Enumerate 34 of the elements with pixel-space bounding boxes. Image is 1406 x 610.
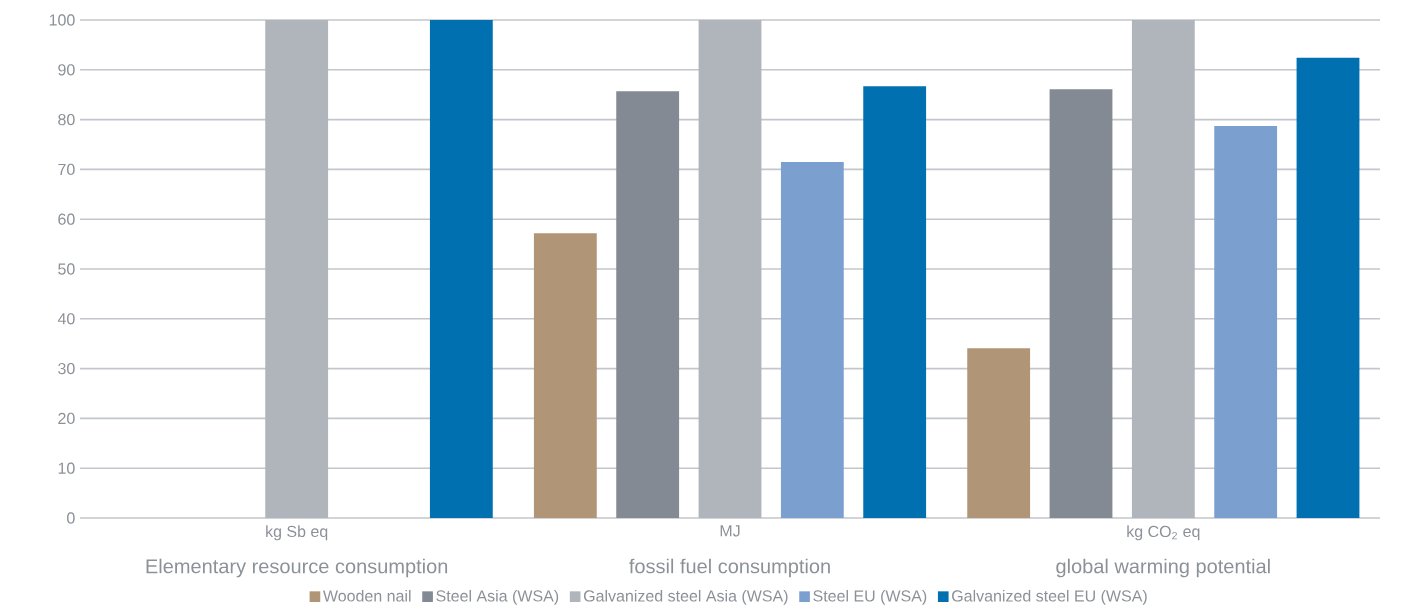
bar [780, 161, 844, 518]
y-tick-label: 30 [58, 362, 75, 375]
y-tick-label: 20 [58, 412, 75, 425]
y-tick-label: 80 [58, 113, 75, 126]
legend-label: Galvanized steel Asia (WSA) [583, 589, 788, 605]
x-tick-label: kg Sb eq [266, 525, 328, 541]
bar [967, 348, 1031, 518]
bar [429, 19, 493, 518]
legend-label: Steel Asia (WSA) [436, 589, 559, 605]
bar [533, 233, 597, 518]
bar [1049, 89, 1113, 518]
text: global warming potential [1056, 558, 1270, 578]
text: Elementary resource consumption [146, 558, 448, 578]
legend-label: Galvanized steel EU (WSA) [952, 589, 1147, 605]
x-tick-label: kg CO$_{2}$ eq [1127, 525, 1200, 541]
y-tick-label: 0 [67, 512, 75, 524]
bar [698, 19, 762, 518]
legend-label: Steel EU (WSA) [813, 589, 927, 605]
bar [1296, 57, 1360, 518]
text: fossil fuel consumption [629, 558, 830, 578]
y-tick-label: 100 [49, 14, 75, 26]
bar [616, 91, 680, 518]
y-tick-label: 70 [58, 163, 75, 176]
y-tick-label: 40 [57, 313, 75, 325]
bar [1214, 126, 1278, 518]
y-tick-label: 60 [58, 213, 75, 225]
bar [1131, 19, 1195, 518]
y-tick-label: 50 [58, 263, 75, 275]
y-tick-label: 10 [58, 462, 75, 474]
y-tick-label: 90 [58, 64, 75, 76]
x-tick-label: MJ [720, 525, 740, 537]
legend-label: Wooden nail [322, 589, 411, 602]
bar [863, 86, 927, 518]
bar [265, 19, 329, 518]
